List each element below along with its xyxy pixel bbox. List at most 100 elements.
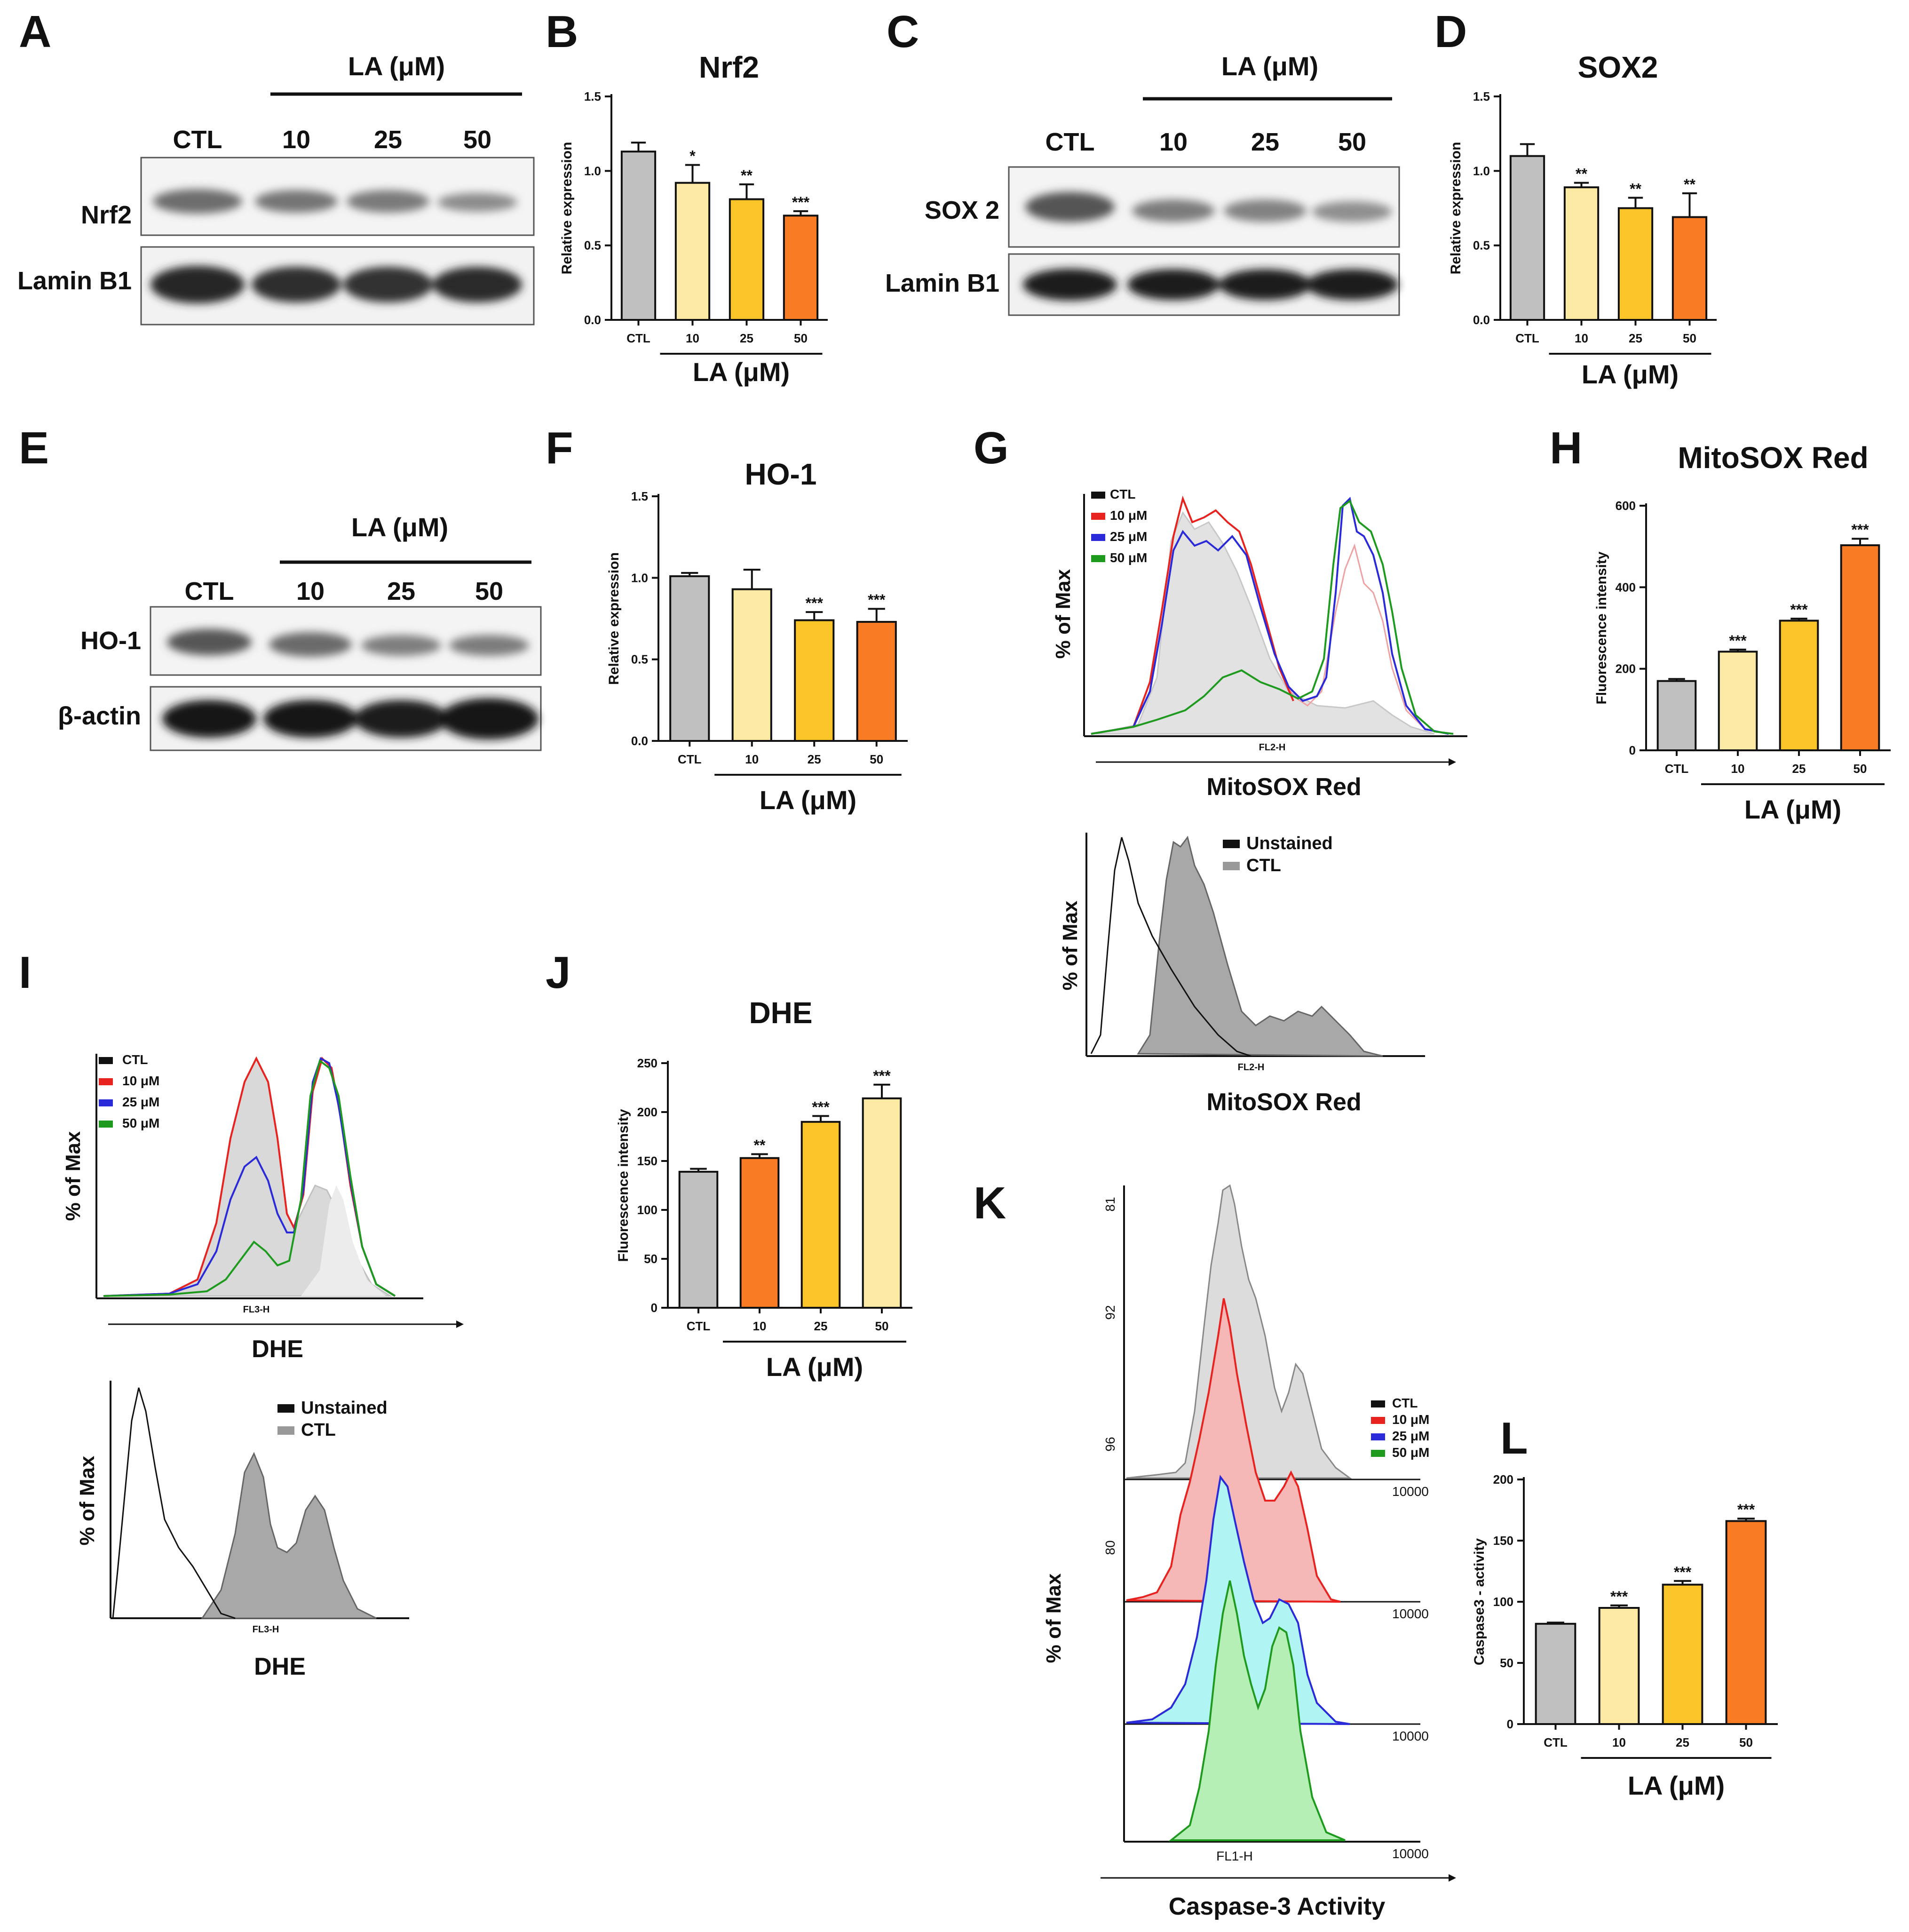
chart-J-ytick-label: 200 (637, 1105, 657, 1119)
chart-J-significance: ** (754, 1137, 766, 1153)
chart-B-ylabel: Relative expression (559, 142, 575, 275)
i-legend-10: 10 μM (122, 1073, 159, 1088)
chart-F-significance: *** (806, 595, 824, 612)
chart-F-category-label: CTL (678, 752, 702, 766)
g-ylabel: % of Max (1052, 569, 1075, 659)
g-legend-50: 50 μM (1110, 550, 1147, 565)
chart-F-bar (856, 620, 897, 742)
blot-E-lane-50: 50 (475, 577, 503, 605)
chart-D-ytick-label: 1.5 (1473, 89, 1490, 103)
western-blot-A: LA (μM) CTL 10 25 50 Nrf2 Lamin B1 (17, 51, 535, 326)
chart-J-significance: *** (812, 1098, 830, 1115)
i-ylabel: % of Max (62, 1131, 85, 1221)
chart-J-bar (800, 1121, 841, 1309)
panel-label-E: E (19, 423, 49, 473)
blot-A-lane-10: 10 (282, 126, 310, 154)
blot-C-lane-25: 25 (1251, 128, 1279, 156)
blot-A-lane-ctl: CTL (173, 126, 222, 154)
chart-H-category-label: 10 (1731, 762, 1745, 776)
i-channel: FL3-H (243, 1304, 270, 1315)
k-side-tick-92: 92 (1103, 1305, 1117, 1320)
chart-F-bar (669, 575, 710, 742)
chart-H-significance: *** (1851, 521, 1869, 538)
chart-L-significance: *** (1674, 1564, 1692, 1581)
chart-D-category-label: CTL (1515, 331, 1539, 345)
chart-B-ytick-label: 0.5 (584, 239, 601, 253)
chart-F-ylabel: Relative expression (606, 552, 622, 685)
chart-H-category-label: 50 (1854, 762, 1867, 776)
panel-label-L: L (1500, 1413, 1528, 1463)
k-max-tick-4: 10000 (1392, 1846, 1429, 1861)
g2-legend-ctl: CTL (1246, 856, 1281, 875)
chart-J-ytick-label: 50 (644, 1252, 657, 1266)
chart-B-significance: ** (741, 167, 753, 184)
blot-A-row-laminb1: Lamin B1 (17, 267, 132, 295)
g-legend-25: 25 μM (1110, 529, 1147, 544)
i-green-line (103, 1059, 396, 1297)
chart-B-category-label: 50 (794, 331, 808, 345)
i-legend-25: 25 μM (122, 1095, 159, 1109)
blot-E-row-ho1: HO-1 (80, 627, 141, 655)
chart-J-ytick-label: 100 (637, 1203, 657, 1217)
k-max-tick-2: 10000 (1392, 1606, 1429, 1621)
chart-B-category-label: CTL (626, 331, 650, 345)
chart-F-group-label: LA (μM) (760, 785, 856, 815)
chart-D-bar (1509, 155, 1545, 321)
chart-J-group-label: LA (μM) (766, 1352, 863, 1382)
chart-F-significance: *** (868, 591, 886, 608)
panel-label-D: D (1434, 7, 1467, 57)
chart-J-ytick-label: 0 (651, 1301, 657, 1315)
chart-D-ytick-label: 0.5 (1473, 239, 1490, 253)
chart-J-category-label: 50 (875, 1319, 889, 1333)
i2-legend-unstained: Unstained (301, 1398, 388, 1418)
bar-chart-B: Nrf2 0.0 0.5 1.0 1.5 Relative expression CTL * 1… (559, 50, 828, 387)
chart-L-bar (1725, 1520, 1767, 1725)
chart-L-ytick-label: 150 (1493, 1534, 1513, 1548)
chart-D-significance: ** (1576, 166, 1587, 183)
blot-A-group-label: LA (μM) (348, 51, 445, 81)
blot-E-group-label: LA (μM) (351, 512, 448, 542)
chart-D-significance: ** (1630, 180, 1641, 197)
chart-J-bar (678, 1170, 719, 1309)
i-xlabel: DHE (252, 1336, 303, 1363)
k-max-tick-3: 10000 (1392, 1729, 1429, 1743)
chart-D-title: SOX2 (1578, 50, 1658, 84)
blot-E-row-bactin: β-actin (58, 702, 141, 730)
k-red-fill (1126, 1298, 1341, 1603)
chart-H-title: MitoSOX Red (1678, 441, 1868, 475)
k-green-fill (1168, 1580, 1346, 1841)
chart-H-significance: *** (1729, 632, 1747, 649)
chart-D-category-label: 50 (1683, 331, 1696, 345)
flow-histogram-K-stacked: 81 92 96 80 10000 10000 10000 10000 FL1-… (1042, 1184, 1456, 1920)
chart-D-bar (1671, 216, 1708, 321)
i2-ylabel: % of Max (76, 1455, 99, 1545)
blot-C-lane-ctl: CTL (1046, 128, 1095, 156)
chart-J-category-label: CTL (687, 1319, 711, 1333)
panel-label-C: C (887, 7, 919, 57)
blot-A-lane-50: 50 (463, 126, 491, 154)
panel-label-A: A (19, 7, 51, 57)
blot-C-row-laminb1: Lamin B1 (885, 269, 999, 297)
chart-B-ytick-label: 1.0 (584, 164, 601, 178)
chart-L-ytick-label: 0 (1507, 1717, 1513, 1731)
panel-label-I: I (19, 947, 32, 998)
chart-L-ytick-label: 200 (1493, 1472, 1513, 1487)
chart-J-title: DHE (749, 996, 812, 1030)
bar-chart-L: 0 50 100 150 200 Caspase3 - activity CTL *** 10 *… (1472, 1472, 1778, 1800)
i2-ctl-fill (201, 1452, 377, 1619)
k-side-tick-80: 80 (1103, 1540, 1117, 1555)
i-legend-50: 50 μM (122, 1116, 159, 1130)
k-legend-25: 25 μM (1392, 1429, 1429, 1443)
chart-J-significance: *** (873, 1067, 891, 1084)
chart-H-ylabel: Fluorescence intensity (1594, 551, 1609, 704)
chart-L-category-label: 25 (1676, 1735, 1689, 1749)
chart-H-category-label: CTL (1665, 762, 1689, 776)
chart-D-category-label: 10 (1575, 331, 1588, 345)
blot-C-lane-50: 50 (1338, 128, 1366, 156)
chart-B-ytick-label: 1.5 (584, 89, 601, 103)
g2-ctl-fill (1137, 835, 1383, 1057)
panel-label-K: K (974, 1178, 1006, 1228)
chart-L-ylabel: Caspase3 - activity (1472, 1538, 1487, 1665)
k-blue-fill (1126, 1475, 1350, 1725)
